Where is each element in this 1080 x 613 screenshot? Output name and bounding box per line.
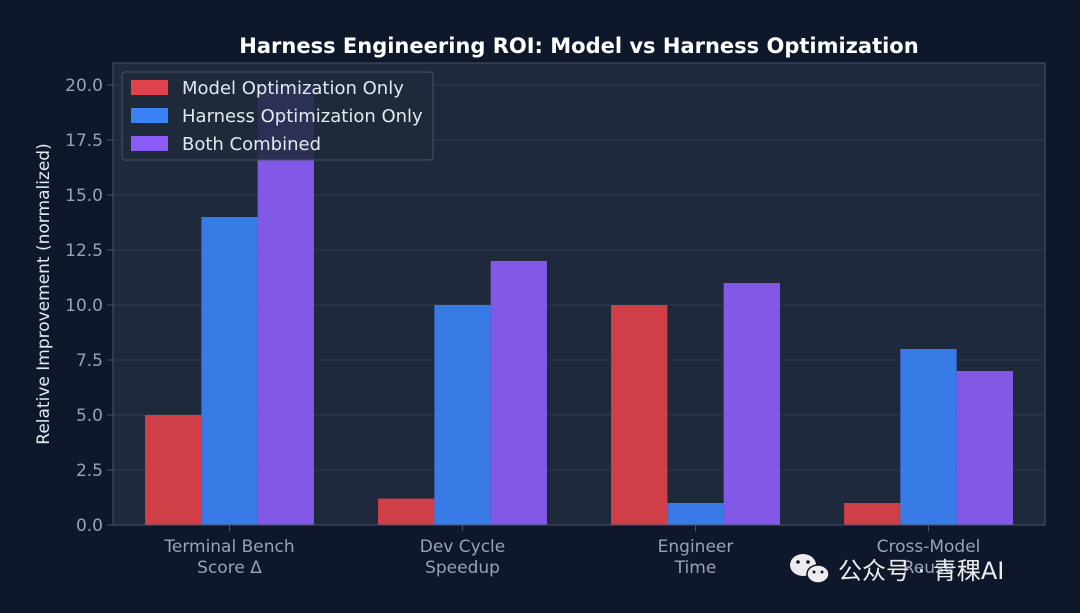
y-axis-ticks: 0.0 2.5 5.0 7.5 10.0 12.5 15.0 17.5 20.0 bbox=[65, 76, 113, 536]
plot-frame bbox=[112, 62, 1046, 526]
bar-both-combined-1 bbox=[490, 261, 547, 525]
x-tick-label: Engineer bbox=[658, 537, 734, 557]
bar-harness-optimization-only-1 bbox=[434, 305, 491, 525]
x-tick-label: Terminal Bench bbox=[163, 537, 294, 557]
x-tick-label: Score Δ bbox=[197, 558, 262, 578]
x-tick-label: Speedup bbox=[425, 558, 500, 578]
y-tick-label: 15.0 bbox=[65, 186, 103, 206]
x-tick-label: Reuse bbox=[903, 558, 955, 578]
y-tick-label: 12.5 bbox=[65, 241, 103, 261]
bar-both-combined-3 bbox=[956, 371, 1013, 525]
chart-title: Harness Engineering ROI: Model vs Harnes… bbox=[239, 34, 918, 58]
wechat-icon bbox=[790, 554, 830, 584]
legend-entry: Harness Optimization Only bbox=[182, 106, 423, 127]
bar-harness-optimization-only-0 bbox=[201, 217, 258, 525]
y-tick-label: 10.0 bbox=[65, 296, 103, 316]
y-tick-label: 5.0 bbox=[76, 406, 103, 426]
bar-model-optimization-only-3 bbox=[844, 503, 901, 525]
bars bbox=[145, 85, 1013, 525]
legend-entry: Model Optimization Only bbox=[182, 78, 404, 99]
x-tick-label: Time bbox=[674, 558, 717, 578]
watermark-text: 公众号 · 青稞AI bbox=[838, 557, 1004, 585]
bar-both-combined-2 bbox=[723, 283, 780, 525]
y-axis-label: Relative Improvement (normalized) bbox=[34, 143, 54, 444]
y-tick-label: 7.5 bbox=[76, 351, 103, 371]
y-tick-label: 17.5 bbox=[65, 131, 103, 151]
y-tick-label: 2.5 bbox=[76, 461, 103, 481]
legend-box bbox=[121, 71, 434, 161]
legend-entry: Both Combined bbox=[182, 134, 321, 155]
bar-model-optimization-only-1 bbox=[378, 498, 435, 525]
bar-model-optimization-only-2 bbox=[611, 305, 668, 525]
legend-swatch bbox=[131, 136, 168, 151]
bar-harness-optimization-only-3 bbox=[900, 349, 957, 525]
bar-model-optimization-only-0 bbox=[145, 415, 202, 525]
y-tick-label: 20.0 bbox=[65, 76, 103, 96]
x-tick-label: Cross-Model bbox=[877, 537, 981, 557]
y-tick-label: 0.0 bbox=[76, 516, 103, 536]
bar-harness-optimization-only-2 bbox=[667, 503, 724, 525]
legend-swatch bbox=[131, 108, 168, 123]
x-tick-label: Dev Cycle bbox=[420, 537, 505, 557]
watermark: 公众号 · 青稞AI bbox=[790, 554, 1004, 585]
legend: Model Optimization Only Harness Optimizat… bbox=[121, 71, 434, 161]
legend-swatch bbox=[131, 80, 168, 95]
